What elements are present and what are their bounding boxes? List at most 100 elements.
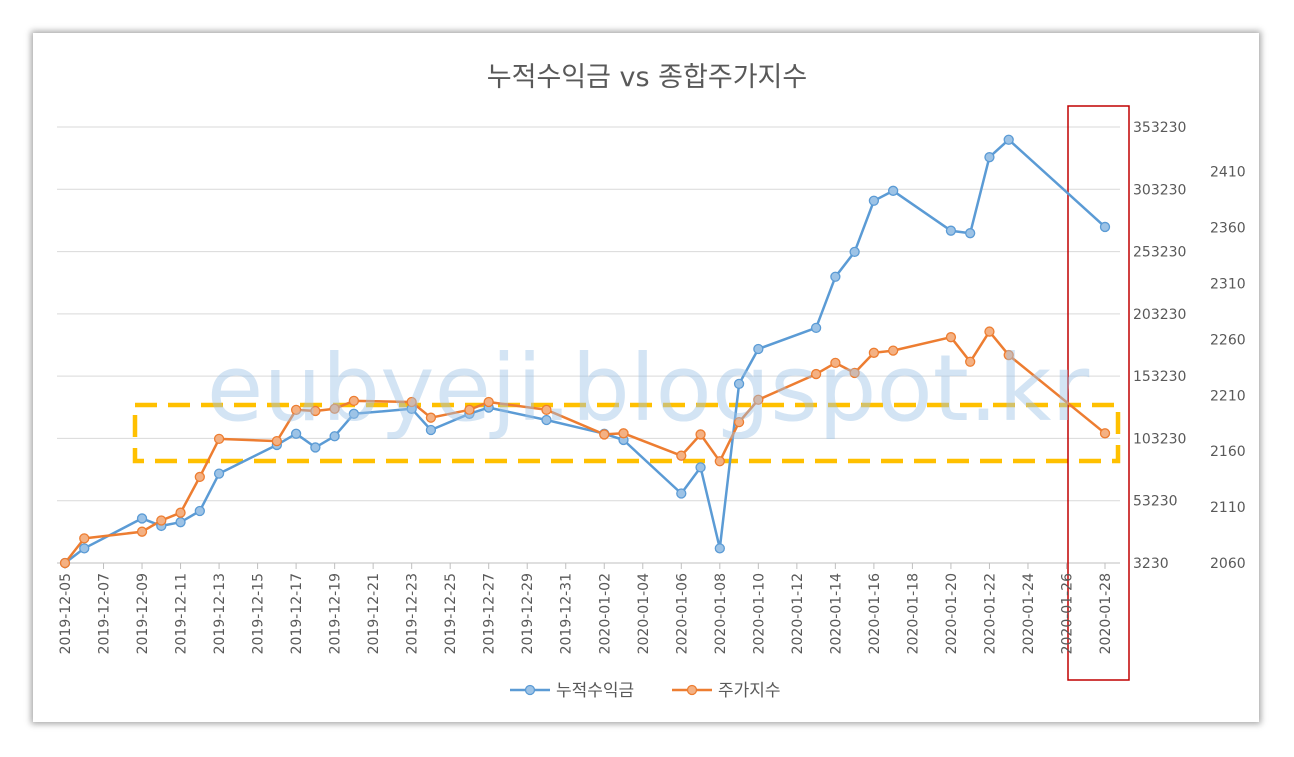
series-1-point	[849, 246, 860, 258]
series-2-point	[1003, 349, 1014, 361]
series-2-point	[1099, 428, 1111, 439]
series-2-point	[310, 405, 321, 417]
series-1-point	[733, 378, 745, 390]
series-2-point	[329, 403, 340, 414]
x-tick-label: 2020-01-14	[828, 573, 844, 654]
series-2-point	[810, 368, 822, 380]
series-2-point	[714, 456, 725, 467]
series-line-2	[64, 330, 1106, 564]
x-tick-label: 2019-12-05	[58, 573, 74, 654]
series-2-point	[849, 367, 860, 379]
series-2-point	[483, 396, 494, 408]
series-1-point	[1099, 221, 1111, 233]
series-2-point	[348, 395, 360, 407]
x-axis-tick-labels: 2019-12-05 2019-12-07 2019-12-09 2019-12-11…	[58, 563, 1114, 654]
highlight-annotations	[132, 105, 1130, 681]
y-left-tick-label: 253230	[1133, 245, 1186, 261]
series-2-point	[887, 345, 899, 356]
y-axis-right-tick-labels: 2060 2110 2160 2210 2260 2310 2360 2410	[1210, 165, 1246, 572]
legend-swatch-marker	[686, 684, 698, 696]
x-tick-label: 2019-12-09	[135, 573, 151, 654]
series-line-1	[64, 138, 1106, 564]
x-tick-label: 2020-01-10	[751, 573, 767, 654]
series-2-point	[868, 347, 880, 358]
series-lines	[64, 138, 1106, 564]
y-right-tick-label: 2260	[1210, 332, 1246, 348]
series-1-point	[810, 322, 822, 333]
legend-swatch-marker	[524, 684, 536, 696]
series-1-point	[213, 468, 225, 479]
series-2-point	[676, 450, 687, 461]
x-tick-label: 2020-01-04	[636, 573, 652, 654]
series-2-point	[830, 357, 841, 369]
x-tick-label: 2020-01-26	[1059, 573, 1075, 654]
series-1-point	[425, 424, 437, 436]
y-right-tick-label: 2410	[1210, 165, 1246, 181]
highlight-dashed-box	[132, 402, 1121, 464]
y-right-tick-label: 2060	[1210, 556, 1246, 572]
x-tick-label: 2019-12-19	[328, 573, 344, 654]
series-2-point	[695, 429, 706, 440]
series-points	[59, 134, 1111, 569]
legend-label: 주가지수	[718, 681, 781, 701]
series-1-point	[175, 517, 186, 528]
highlight-red-box	[1067, 105, 1130, 681]
y-left-tick-label: 153230	[1133, 369, 1186, 385]
series-2-point	[156, 515, 167, 526]
series-1-point	[984, 152, 995, 163]
series-2-point	[945, 332, 957, 343]
x-tick-label: 2020-01-06	[674, 573, 690, 654]
y-right-tick-label: 2310	[1210, 277, 1246, 293]
y-right-tick-label: 2160	[1210, 444, 1246, 460]
series-2-point	[406, 396, 417, 408]
series-1-point	[1003, 134, 1014, 145]
series-1-point	[290, 428, 302, 439]
x-tick-label: 2020-01-16	[867, 573, 883, 654]
series-2-point	[984, 326, 995, 337]
x-tick-label: 2020-01-02	[597, 573, 613, 654]
y-left-tick-label: 353230	[1133, 120, 1186, 136]
series-1-point	[753, 343, 764, 355]
legend: 누적수익금 주가지수	[510, 681, 781, 701]
series-2-point	[271, 435, 283, 447]
series-1-point	[541, 414, 552, 426]
x-tick-label: 2019-12-25	[443, 573, 459, 654]
y-left-tick-label: 53230	[1133, 494, 1178, 510]
series-2-point	[733, 416, 745, 428]
y-right-tick-label: 2110	[1210, 500, 1246, 516]
x-tick-label: 2019-12-15	[251, 573, 267, 654]
series-2-point	[290, 404, 302, 415]
series-1-point	[194, 505, 205, 517]
series-2-point	[59, 557, 71, 569]
series-2-point	[136, 526, 148, 537]
series-2-point	[79, 533, 90, 544]
x-tick-label: 2019-12-13	[212, 573, 228, 654]
series-2-point	[464, 404, 475, 415]
series-1-point	[965, 228, 976, 239]
series-2-point	[541, 404, 552, 415]
series-2-point	[753, 394, 764, 405]
x-tick-label: 2020-01-22	[982, 573, 998, 654]
series-2-point	[194, 471, 205, 483]
series-1-point	[348, 408, 360, 419]
series-2-point	[599, 429, 610, 440]
x-tick-label: 2020-01-12	[790, 573, 806, 654]
legend-label: 누적수익금	[556, 681, 634, 701]
x-tick-label: 2019-12-17	[289, 573, 305, 654]
chart-frame	[33, 33, 1259, 722]
x-tick-label: 2019-12-21	[366, 573, 382, 654]
x-tick-label: 2020-01-08	[713, 573, 729, 654]
y-left-tick-label: 103230	[1133, 431, 1186, 447]
series-1-point	[945, 225, 957, 236]
series-2-point	[213, 433, 225, 445]
y-left-tick-label: 303230	[1133, 182, 1186, 198]
series-1-point	[868, 195, 880, 206]
series-1-point	[329, 431, 340, 442]
series-1-point	[695, 462, 706, 473]
y-left-tick-label: 3230	[1133, 556, 1169, 572]
y-right-tick-label: 2210	[1210, 388, 1246, 404]
x-tick-label: 2020-01-18	[905, 573, 921, 654]
x-tick-label: 2020-01-20	[944, 573, 960, 654]
series-2-point	[618, 428, 629, 439]
x-tick-label: 2019-12-23	[405, 573, 421, 654]
